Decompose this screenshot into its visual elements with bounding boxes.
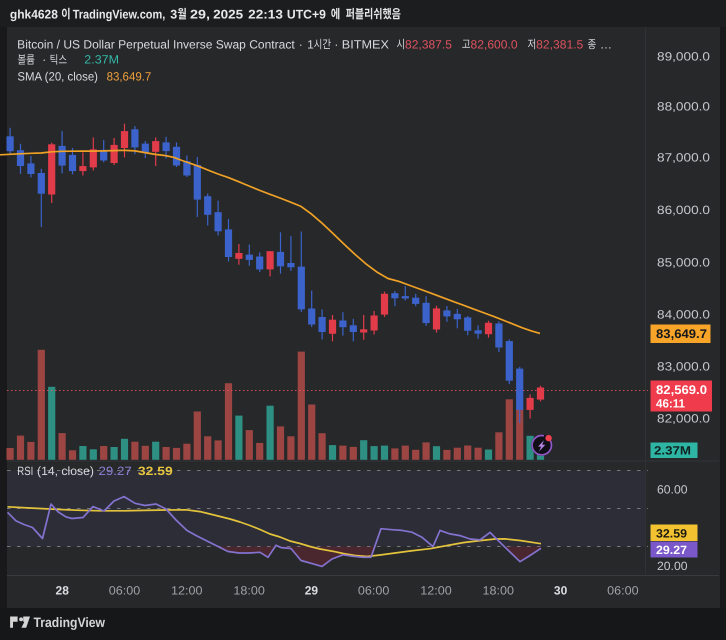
svg-text:TradingView.com,: TradingView.com, <box>73 7 166 21</box>
svg-text:SMA (20, close): SMA (20, close) <box>17 70 98 84</box>
svg-text:30: 30 <box>554 584 568 598</box>
svg-text:29: 29 <box>305 584 319 598</box>
svg-text:3: 3 <box>170 7 177 21</box>
svg-text:06:00: 06:00 <box>358 584 390 598</box>
svg-text:·: · <box>42 53 46 67</box>
svg-text:06:00: 06:00 <box>109 584 141 598</box>
svg-text:20.00: 20.00 <box>657 559 688 573</box>
svg-text:2025: 2025 <box>213 7 243 21</box>
svg-text:TradingView: TradingView <box>34 615 106 630</box>
svg-text:ghk4628: ghk4628 <box>10 7 58 21</box>
svg-text:12:00: 12:00 <box>171 584 203 598</box>
svg-text:87,000.0: 87,000.0 <box>657 151 710 165</box>
svg-text:86,000.0: 86,000.0 <box>657 203 710 217</box>
svg-text:1: 1 <box>307 37 314 51</box>
svg-text:·: · <box>299 37 303 51</box>
svg-text:22:13: 22:13 <box>248 7 283 21</box>
svg-text:82,569.0: 82,569.0 <box>656 383 707 397</box>
svg-text:…: … <box>600 37 612 51</box>
svg-text:18:00: 18:00 <box>233 584 265 598</box>
svg-text:12:00: 12:00 <box>420 584 452 598</box>
svg-text:UTC+9: UTC+9 <box>287 7 326 21</box>
svg-text:32.59: 32.59 <box>656 526 687 540</box>
svg-text:83,649.7: 83,649.7 <box>656 327 707 341</box>
svg-text:28: 28 <box>56 584 70 598</box>
svg-text:82,000.0: 82,000.0 <box>657 411 710 425</box>
svg-text:85,000.0: 85,000.0 <box>657 256 710 270</box>
svg-text:83,000.0: 83,000.0 <box>657 360 710 374</box>
svg-text:88,000.0: 88,000.0 <box>657 100 710 114</box>
svg-text:2.37M: 2.37M <box>84 53 119 67</box>
svg-text:32.59: 32.59 <box>138 464 173 478</box>
svg-text:06:00: 06:00 <box>607 584 639 598</box>
svg-text:46:11: 46:11 <box>656 397 685 411</box>
svg-text:29.27: 29.27 <box>656 543 687 557</box>
svg-text:83,649.7: 83,649.7 <box>107 70 152 84</box>
svg-text:60.00: 60.00 <box>657 483 688 497</box>
svg-text:29,: 29, <box>190 7 210 21</box>
svg-text:82,600.0: 82,600.0 <box>471 37 518 51</box>
svg-text:Bitcoin / US Dollar Perpetual: Bitcoin / US Dollar Perpetual Inverse Sw… <box>17 37 295 51</box>
svg-text:18:00: 18:00 <box>483 584 515 598</box>
svg-text:BITMEX: BITMEX <box>342 37 389 51</box>
svg-text:RSI: RSI <box>17 464 33 478</box>
svg-text:82,381.5: 82,381.5 <box>536 37 583 51</box>
svg-text:(14, close): (14, close) <box>37 464 94 478</box>
svg-text:·: · <box>334 37 338 51</box>
svg-text:84,000.0: 84,000.0 <box>657 308 710 322</box>
svg-text:2.37M: 2.37M <box>654 444 691 458</box>
svg-text:29.27: 29.27 <box>99 464 133 478</box>
svg-text:82,387.5: 82,387.5 <box>405 37 452 51</box>
svg-text:89,000.0: 89,000.0 <box>657 50 710 64</box>
